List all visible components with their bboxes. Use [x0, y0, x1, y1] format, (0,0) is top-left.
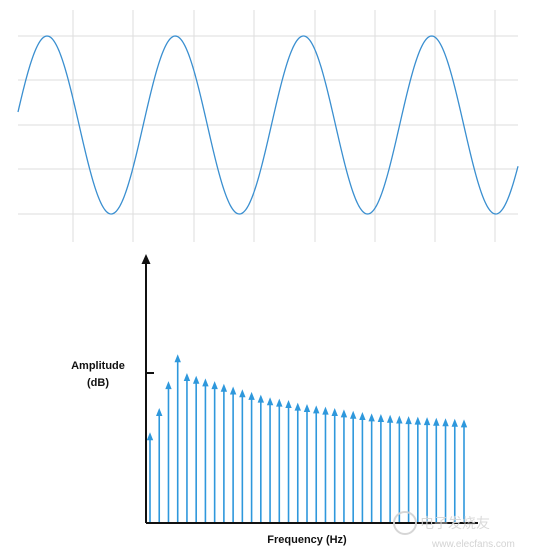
spectrum-stem-arrowhead [313, 405, 320, 414]
spectrum-stem-arrowhead [266, 397, 274, 406]
spectrum-stem-arrowhead [377, 413, 385, 422]
spectrum-stem-arrowhead [331, 408, 338, 417]
spectrum-stem-arrowhead [349, 410, 357, 419]
spectrum-stem-arrowhead [174, 354, 181, 363]
spectrum-stem-arrowhead [433, 417, 440, 426]
watermark-chinese-text: 电子发烧友 [420, 516, 490, 532]
spectrum-stem-arrowhead [156, 408, 163, 417]
spectrum-stem-arrowhead [303, 403, 311, 412]
spectrum-stem-arrowhead [257, 394, 265, 403]
watermark-url-text: www.elecfans.com [431, 539, 515, 550]
spectrum-stem-arrowhead [229, 386, 237, 395]
spectrum-stem-arrowhead [396, 415, 403, 424]
watermark: 电子发烧友 www.elecfans.com [393, 511, 515, 550]
spectrum-stem-arrowhead [294, 402, 301, 411]
spectrum-stems [146, 354, 468, 522]
y-axis-label-line1: Amplitude [71, 360, 125, 372]
spectrum-plot: Amplitude (dB) Frequency (Hz) [71, 254, 478, 546]
spectrum-stem-arrowhead [322, 406, 329, 415]
spectrum-stem-arrowhead [276, 398, 283, 407]
spectrum-stem-arrowhead [340, 409, 348, 418]
sine-wave-plot [17, 10, 519, 242]
spectrum-stem-arrowhead [386, 414, 394, 423]
spectrum-stem-arrowhead [192, 375, 200, 384]
spectrum-stem-arrowhead [165, 381, 172, 390]
sine-grid [18, 10, 518, 242]
spectrum-stem-arrowhead [368, 413, 375, 422]
spectrum-stem-arrowhead [211, 381, 218, 390]
spectrum-stem-arrowhead [460, 419, 468, 428]
spectrum-stem-arrowhead [414, 416, 422, 425]
spectrum-stem-arrowhead [146, 432, 154, 441]
y-axis-arrowhead [141, 254, 151, 264]
spectrum-stem-arrowhead [202, 378, 209, 387]
sine-wave-line [17, 35, 519, 215]
spectrum-stem-arrowhead [183, 373, 191, 382]
spectrum-stem-arrowhead [239, 389, 246, 398]
spectrum-stem-arrowhead [405, 416, 412, 425]
spectrum-stem-arrowhead [442, 418, 449, 427]
spectrum-stem-arrowhead [423, 417, 431, 426]
spectrum-stem-arrowhead [248, 391, 255, 400]
spectrum-stem-arrowhead [285, 399, 292, 408]
x-axis-label: Frequency (Hz) [267, 534, 347, 546]
spectrum-stem-arrowhead [220, 383, 228, 392]
watermark-logo-icon [393, 511, 417, 535]
y-axis-label-line2: (dB) [87, 377, 109, 389]
spectrum-stem-arrowhead [359, 412, 366, 421]
spectrum-stem-arrowhead [451, 418, 458, 427]
